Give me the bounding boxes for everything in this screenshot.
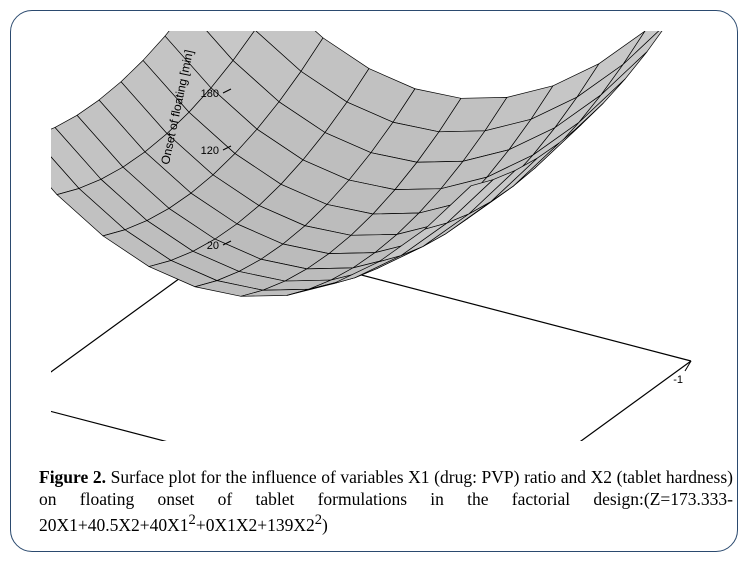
surface-plot: 20120180300-101-101Onset of floating [mi… (51, 31, 719, 441)
figure-frame: 20120180300-101-101Onset of floating [mi… (10, 10, 738, 552)
svg-text:120: 120 (201, 145, 219, 157)
caption-label: Figure 2. (39, 467, 106, 487)
figure-caption: Figure 2. Surface plot for the influence… (39, 466, 733, 536)
caption-sup1: 2 (189, 512, 196, 528)
caption-text-b: +0X1X2+139X2 (196, 515, 315, 535)
caption-sup2: 2 (315, 512, 322, 528)
svg-text:20: 20 (207, 240, 219, 252)
svg-text:180: 180 (201, 88, 219, 100)
svg-text:-1: -1 (673, 374, 683, 386)
caption-text-a: Surface plot for the influence of variab… (39, 467, 733, 535)
caption-text-c: ) (322, 515, 328, 535)
